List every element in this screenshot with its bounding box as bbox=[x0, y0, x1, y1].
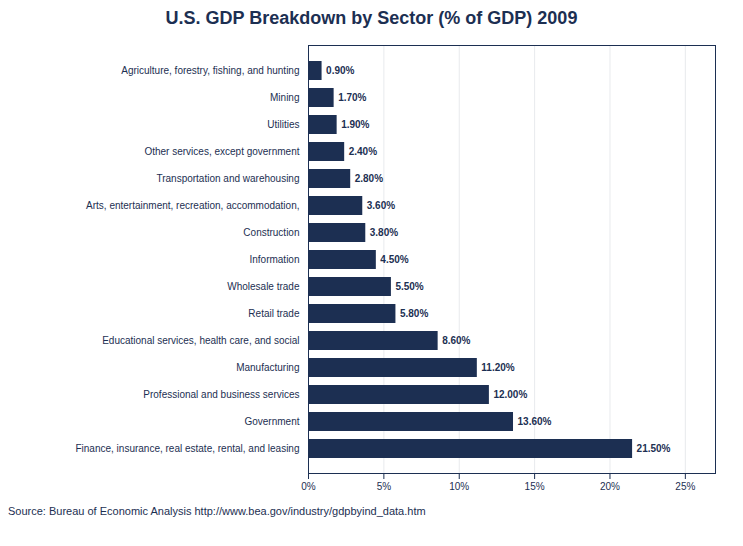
svg-text:0.90%: 0.90% bbox=[326, 65, 354, 76]
html-text:U.S. GDP Breakdown by Sector (: U.S. GDP Breakdown by Sector (% of GDP) … bbox=[165, 8, 578, 28]
svg-text:Transportation and warehousing: Transportation and warehousing bbox=[156, 173, 299, 184]
svg-text:Finance, insurance, real estat: Finance, insurance, real estate, rental,… bbox=[75, 443, 299, 454]
svg-text:Agriculture, forestry, fishing: Agriculture, forestry, fishing, and hunt… bbox=[121, 65, 299, 76]
svg-text:Construction: Construction bbox=[243, 227, 299, 238]
svg-text:Mining: Mining bbox=[270, 92, 299, 103]
svg-text:Educational services, health c: Educational services, health care, and s… bbox=[102, 335, 299, 346]
svg-text:Wholesale trade: Wholesale trade bbox=[227, 281, 300, 292]
svg-text:Government: Government bbox=[244, 416, 299, 427]
svg-text:20%: 20% bbox=[600, 481, 620, 492]
svg-text:15%: 15% bbox=[525, 481, 545, 492]
svg-text:8.60%: 8.60% bbox=[442, 335, 470, 346]
svg-text:Arts, entertainment, recreatio: Arts, entertainment, recreation, accommo… bbox=[86, 200, 299, 211]
svg-text:1.90%: 1.90% bbox=[341, 119, 369, 130]
svg-text:5.50%: 5.50% bbox=[395, 281, 423, 292]
svg-text:11.20%: 11.20% bbox=[481, 362, 514, 373]
svg-text:21.50%: 21.50% bbox=[637, 443, 671, 454]
svg-text:5.80%: 5.80% bbox=[400, 308, 428, 319]
svg-text:Retail trade: Retail trade bbox=[248, 308, 300, 319]
svg-text:2.80%: 2.80% bbox=[355, 173, 383, 184]
svg-text:10%: 10% bbox=[449, 481, 469, 492]
svg-text:Professional and business serv: Professional and business services bbox=[143, 389, 299, 400]
svg-text:Utilities: Utilities bbox=[267, 119, 299, 130]
svg-text:12.00%: 12.00% bbox=[493, 389, 527, 400]
svg-text:2.40%: 2.40% bbox=[349, 146, 377, 157]
svg-text:Manufacturing: Manufacturing bbox=[236, 362, 299, 373]
html-text:Source: Bureau of Economic Ana: Source: Bureau of Economic Analysis http… bbox=[8, 505, 426, 517]
svg-text:5%: 5% bbox=[377, 481, 392, 492]
svg-text:Other services, except governm: Other services, except government bbox=[144, 146, 299, 157]
svg-text:Information: Information bbox=[249, 254, 299, 265]
svg-text:25%: 25% bbox=[675, 481, 695, 492]
svg-text:4.50%: 4.50% bbox=[380, 254, 408, 265]
svg-text:3.60%: 3.60% bbox=[367, 200, 395, 211]
svg-text:1.70%: 1.70% bbox=[338, 92, 366, 103]
svg-text:3.80%: 3.80% bbox=[370, 227, 398, 238]
svg-text:0%: 0% bbox=[301, 481, 316, 492]
svg-text:13.60%: 13.60% bbox=[518, 416, 552, 427]
